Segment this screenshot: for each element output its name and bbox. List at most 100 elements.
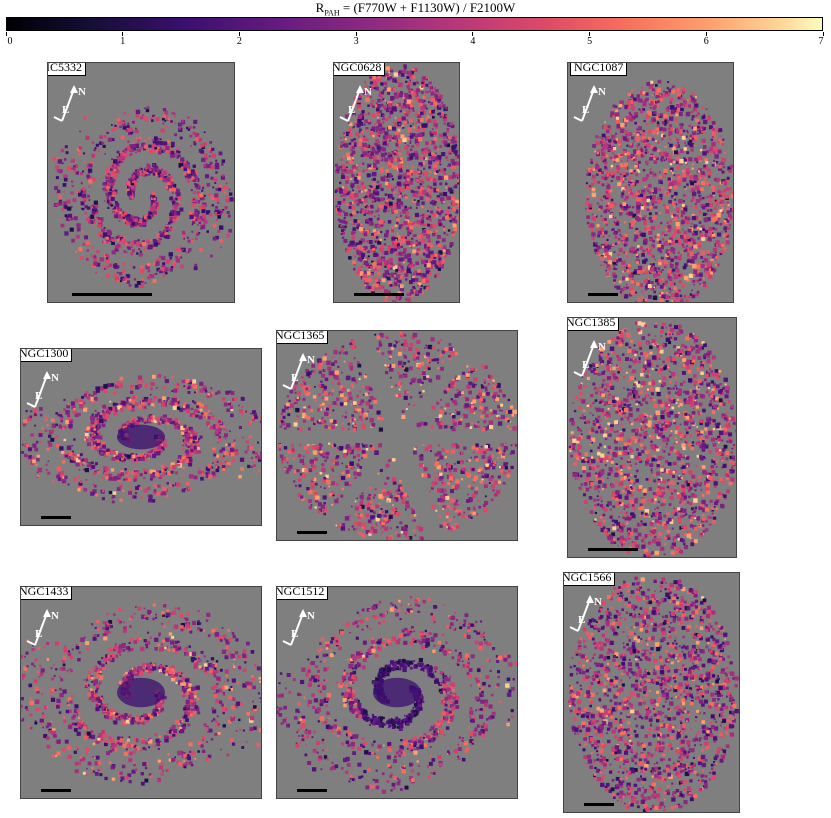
pixel <box>437 260 441 264</box>
pixel <box>603 248 608 253</box>
pixel <box>402 210 406 214</box>
pixel <box>362 162 365 165</box>
pixel <box>656 282 660 286</box>
pixel <box>409 118 413 123</box>
pixel <box>702 281 706 285</box>
pixel <box>678 161 683 166</box>
pixel <box>679 294 683 298</box>
pixel <box>217 201 220 204</box>
pixel <box>137 168 141 172</box>
pixel <box>705 150 710 154</box>
pixel <box>122 278 126 281</box>
pixel <box>362 91 367 96</box>
pixel <box>402 102 406 106</box>
pixel <box>115 126 119 129</box>
pixel <box>376 133 380 138</box>
pixel <box>114 214 118 219</box>
pixel <box>342 188 348 194</box>
pixel <box>83 116 87 120</box>
pixel <box>416 202 420 206</box>
pixel <box>358 190 361 193</box>
pixel <box>667 179 672 184</box>
pixel <box>105 168 110 172</box>
pixel <box>83 152 85 155</box>
pixel <box>676 237 679 240</box>
pixel <box>213 424 217 428</box>
pixel <box>696 198 701 203</box>
pixel <box>426 216 430 220</box>
pixel <box>340 141 344 145</box>
pixel <box>191 238 193 241</box>
pixel <box>170 196 173 199</box>
pixel <box>398 252 402 256</box>
pixel <box>388 248 391 252</box>
pixel <box>382 89 385 92</box>
pixel <box>437 219 442 223</box>
pixel <box>409 148 413 152</box>
pixel <box>453 184 458 189</box>
pixel <box>194 208 198 213</box>
pixel <box>439 133 443 138</box>
pixel <box>63 205 68 210</box>
pixel <box>341 219 346 224</box>
pixel <box>666 250 671 255</box>
pixel <box>374 143 377 146</box>
pixel <box>193 170 198 175</box>
pixel <box>709 234 712 237</box>
pixel <box>438 223 442 227</box>
pixel <box>624 251 627 255</box>
pixel <box>657 79 662 84</box>
pixel <box>609 142 611 145</box>
pixel <box>603 219 608 224</box>
pixel <box>436 105 442 110</box>
pixel <box>720 199 725 204</box>
pixel <box>615 132 618 135</box>
pixel <box>449 189 454 194</box>
pixel <box>645 187 649 191</box>
pixel <box>429 186 433 190</box>
pixel <box>172 218 176 222</box>
pixel <box>363 260 368 265</box>
pixel <box>355 248 359 252</box>
pixel <box>652 118 656 122</box>
pixel <box>624 234 628 237</box>
pixel <box>643 221 647 225</box>
pixel <box>679 103 683 107</box>
pixel <box>192 440 196 444</box>
pixel <box>643 139 647 143</box>
pixel <box>66 166 72 171</box>
pixel <box>372 171 377 177</box>
pixel <box>678 298 681 301</box>
pixel <box>691 135 696 139</box>
pixel <box>604 177 608 181</box>
pixel <box>99 141 103 145</box>
pixel <box>125 220 129 223</box>
pixel <box>412 68 415 72</box>
pixel <box>336 166 341 171</box>
pixel <box>636 130 639 133</box>
pixel <box>187 170 191 174</box>
pixel <box>671 248 676 252</box>
pixel <box>630 192 633 195</box>
pixel <box>660 159 664 162</box>
pixel <box>642 137 645 141</box>
pixel <box>132 266 136 269</box>
pixel <box>369 96 372 99</box>
pixel <box>423 223 427 227</box>
pixel <box>659 250 663 254</box>
pixel <box>174 216 179 221</box>
pixel <box>617 253 620 256</box>
pixel <box>619 128 625 133</box>
pixel <box>365 127 369 130</box>
pixel <box>176 147 180 151</box>
pixel <box>661 231 665 235</box>
pixel <box>371 273 374 276</box>
pixel <box>685 135 688 138</box>
pixel <box>371 260 374 263</box>
pixel <box>699 177 702 180</box>
pixel <box>436 262 440 266</box>
pixel <box>677 176 681 180</box>
pixel <box>360 154 364 158</box>
pixel <box>631 182 635 186</box>
pixel <box>437 92 441 96</box>
